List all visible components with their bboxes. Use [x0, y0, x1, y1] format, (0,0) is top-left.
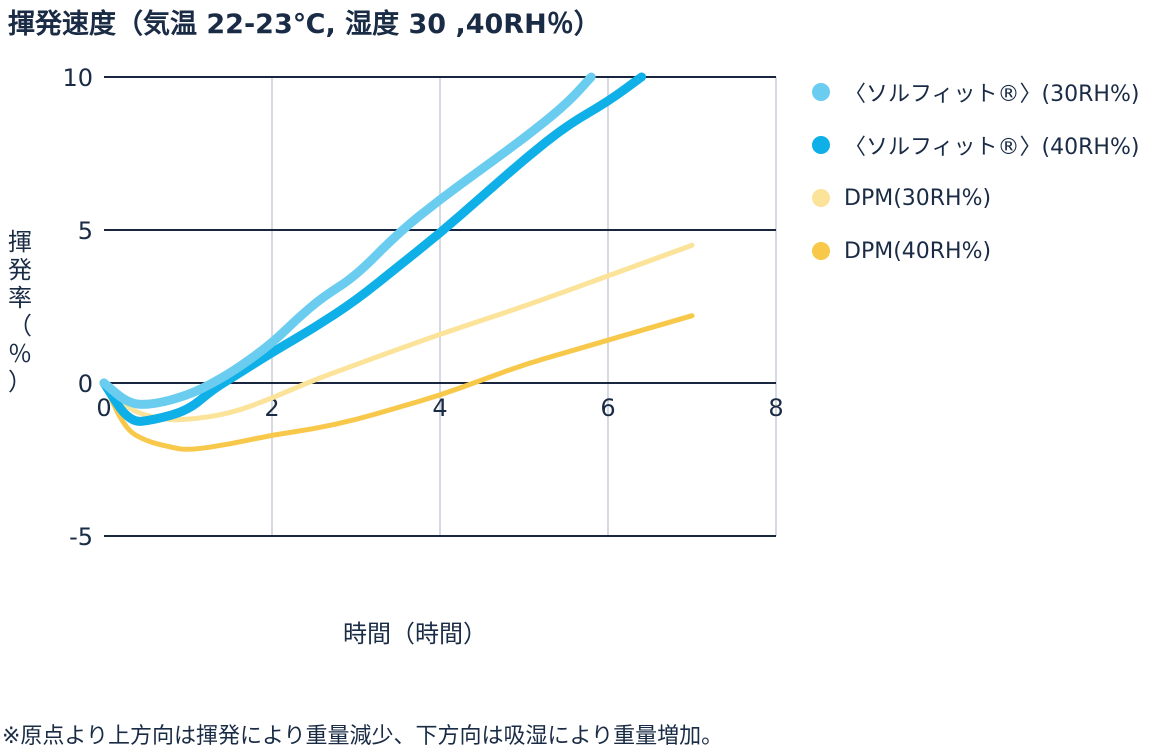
y-axis-label: 揮発率（％）	[6, 228, 34, 396]
y-tick-label: -5	[69, 523, 93, 551]
legend-swatch	[812, 189, 830, 207]
y-tick-label: 5	[78, 217, 93, 245]
y-tick-label: 0	[78, 370, 93, 398]
legend-label: 〈ソルフィット®〉(30RH%)	[844, 82, 1140, 107]
chart-legend: 〈ソルフィット®〉(30RH%) 〈ソルフィット®〉(40RH%) DPM(30RH…	[812, 78, 1139, 290]
legend-item: 〈ソルフィット®〉(40RH%)	[812, 131, 1140, 160]
y-axis-label-char: （	[8, 312, 32, 340]
chart-grid	[104, 76, 777, 537]
legend-label: DPM(30RH%)	[844, 185, 992, 211]
chart-series	[99, 72, 695, 452]
series-line	[99, 72, 596, 409]
x-tick-label: 6	[600, 394, 615, 422]
footnote: ※原点より上方向は揮発により重量減少、下方向は吸湿により重量増加。	[2, 724, 724, 749]
legend-swatch	[812, 242, 830, 260]
series-line	[99, 72, 647, 426]
legend-item: 〈ソルフィット®〉(30RH%)	[812, 78, 1140, 107]
chart-title: 揮発速度（気温 22-23℃, 湿度 30 ,40RH％）	[8, 9, 601, 40]
legend-item: DPM(30RH%)	[812, 184, 1139, 212]
legend-label: 〈ソルフィット®〉(40RH%)	[844, 135, 1140, 160]
legend-swatch	[812, 136, 830, 154]
legend-item: DPM(40RH%)	[812, 237, 1139, 265]
y-axis-label-char: 揮	[8, 228, 32, 256]
x-tick-label: 4	[432, 394, 447, 422]
series-line	[101, 242, 695, 423]
x-tick-label: 8	[768, 394, 783, 422]
y-axis-label-char: ％	[8, 340, 32, 368]
legend-label: DPM(40RH%)	[844, 238, 992, 264]
y-axis-label-char: ）	[8, 368, 32, 396]
x-tick-label: 0	[96, 394, 111, 422]
y-axis-label-char: 率	[8, 284, 32, 312]
series-line	[101, 313, 695, 452]
y-axis-label-char: 発	[8, 256, 32, 284]
y-tick-label: 10	[62, 64, 93, 92]
legend-swatch	[812, 83, 830, 101]
x-axis-label: 時間（時間）	[343, 620, 487, 648]
